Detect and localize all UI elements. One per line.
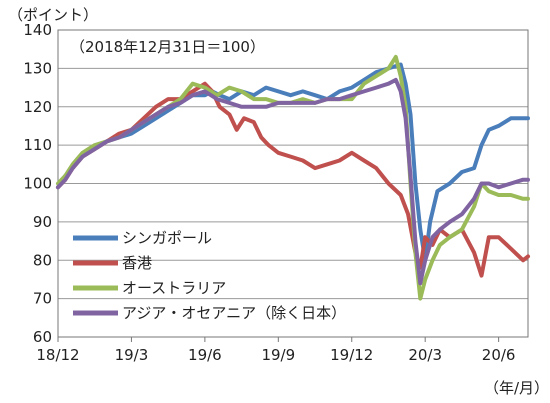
y-tick-label: 140	[23, 21, 52, 39]
base-date-note: （2018年12月31日＝100）	[70, 38, 265, 56]
y-tick-label: 100	[23, 175, 52, 193]
legend-label: シンガポール	[122, 229, 212, 247]
x-tick-label: 19/6	[188, 346, 222, 364]
x-tick-label: 18/12	[36, 346, 79, 364]
y-axis-ticks: 60 70 80 90 100 110 120 130 140	[23, 21, 52, 346]
x-axis-ticks: 18/12 19/3 19/6 19/9 19/12 20/3 20/6	[36, 337, 515, 364]
series-lines	[56, 54, 530, 301]
legend-label: オーストラリア	[122, 279, 226, 297]
x-tick-label: 20/6	[482, 346, 516, 364]
y-tick-label: 110	[23, 136, 52, 154]
y-tick-label: 80	[33, 251, 52, 269]
series-line-0	[56, 62, 530, 263]
y-tick-label: 60	[33, 328, 52, 346]
series-line-3	[56, 77, 530, 286]
x-tick-label: 19/9	[261, 346, 295, 364]
legend-label: 香港	[122, 254, 152, 272]
y-tick-label: 120	[23, 98, 52, 116]
y-unit-label: （ポイント）	[8, 6, 98, 24]
x-tick-label: 20/3	[408, 346, 442, 364]
legend-label: アジア・オセアニア（除く日本）	[122, 304, 346, 322]
y-tick-label: 90	[33, 213, 52, 231]
grid-lines	[58, 67, 528, 300]
y-tick-label: 70	[33, 290, 52, 308]
y-tick-label: 130	[23, 59, 52, 77]
x-unit-label: （年/月）	[484, 379, 549, 397]
x-tick-label: 19/3	[115, 346, 149, 364]
x-tick-label: 19/12	[330, 346, 373, 364]
